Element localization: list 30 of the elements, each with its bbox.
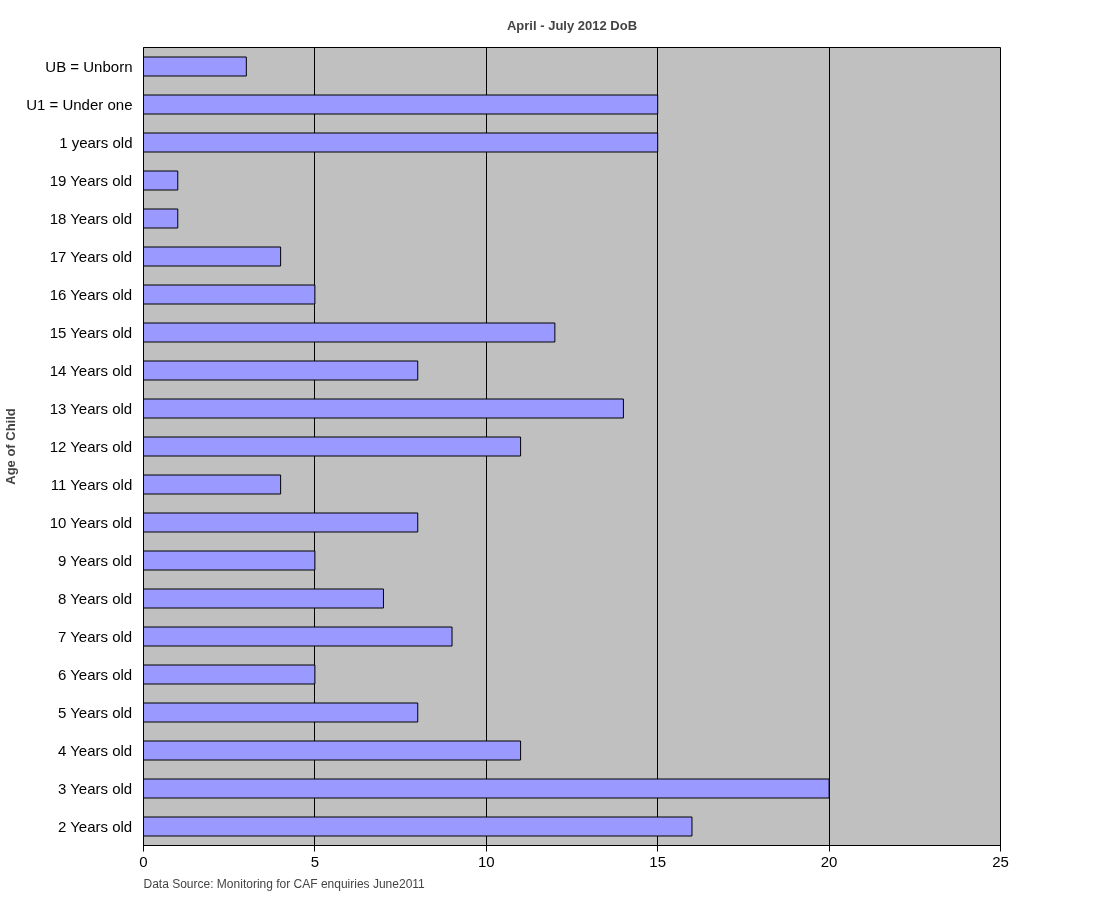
y-tick-label: 4 Years old <box>58 742 133 759</box>
y-tick-label: 15 Years old <box>49 324 133 341</box>
x-tick-label: 5 <box>310 852 320 870</box>
y-tick-label: 17 Years old <box>49 248 133 265</box>
y-tick-label: 18 Years old <box>49 210 133 227</box>
y-tick-label: 19 Years old <box>49 172 133 189</box>
x-tick-label: 25 <box>992 852 1009 870</box>
source-note: Data Source: Monitoring for CAF enquiries June2011 <box>143 876 426 891</box>
y-tick-label: 1 years old <box>59 134 133 151</box>
y-tick-label: 7 Years old <box>58 628 133 645</box>
chart-title: April - July 2012 DoB <box>506 17 638 33</box>
y-tick-label: 3 Years old <box>58 780 133 797</box>
y-tick-label: 13 Years old <box>49 400 133 417</box>
y-tick-label: UB = Unborn <box>45 58 133 75</box>
y-tick-label: U1 = Under one <box>26 96 133 113</box>
y-tick-label: 2 Years old <box>58 818 133 835</box>
y-tick-label: 9 Years old <box>58 552 133 569</box>
y-tick-label: 16 Years old <box>49 286 133 303</box>
y-axis-title: Age of Child <box>3 408 19 485</box>
y-tick-label: 5 Years old <box>58 704 133 721</box>
y-tick-label: 6 Years old <box>58 666 133 683</box>
y-tick-label: 8 Years old <box>58 590 133 607</box>
y-tick-label: 12 Years old <box>49 438 133 455</box>
x-tick-label: 20 <box>820 852 838 870</box>
x-tick-label: 15 <box>649 852 667 870</box>
x-tick-label: 0 <box>139 852 148 870</box>
y-tick-label: 14 Years old <box>49 362 133 379</box>
y-tick-label: 11 Years old <box>50 476 133 493</box>
x-tick-label: 10 <box>477 852 495 870</box>
y-tick-label: 10 Years old <box>49 514 133 531</box>
